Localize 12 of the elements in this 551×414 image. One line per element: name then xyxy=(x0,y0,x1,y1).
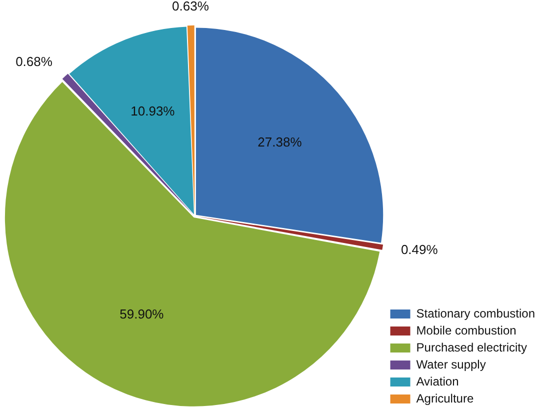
data-label: 0.68% xyxy=(16,54,53,70)
legend-label: Purchased electricity xyxy=(416,340,527,354)
data-label: 0.63% xyxy=(172,0,210,14)
data-label: 0.49% xyxy=(400,242,438,257)
legend-label: Stationary combustion xyxy=(416,306,536,320)
data-label: 27.38% xyxy=(258,134,302,150)
legend-label: Aviation xyxy=(416,374,459,388)
legend-label: Agriculture xyxy=(416,391,474,406)
data-label: 59.90% xyxy=(120,306,164,322)
legend-label: Mobile combustion xyxy=(416,323,516,338)
data-label: 10.93% xyxy=(130,103,176,118)
legend-label: Water supply xyxy=(416,357,486,372)
